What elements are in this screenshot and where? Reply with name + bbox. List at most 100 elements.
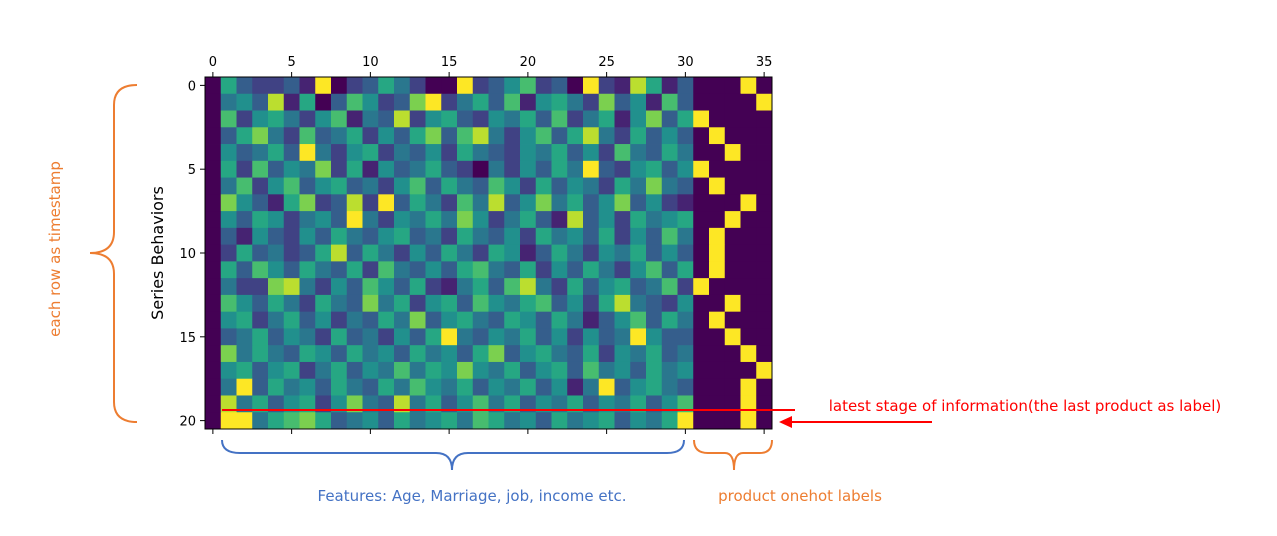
heatmap-cell xyxy=(268,177,285,195)
heatmap-cell xyxy=(394,361,411,380)
heatmap-cell xyxy=(724,395,741,413)
heatmap-cell xyxy=(299,244,316,262)
heatmap-cell xyxy=(709,328,726,346)
heatmap-cell xyxy=(394,227,411,246)
heatmap-cell xyxy=(614,261,631,279)
heatmap-cell xyxy=(567,278,584,296)
heatmap-cell xyxy=(268,194,285,212)
heatmap-cell xyxy=(583,278,600,296)
heatmap-cell xyxy=(220,144,237,162)
heatmap-cell xyxy=(740,93,757,111)
heatmap-cell xyxy=(472,110,489,128)
heatmap-cell xyxy=(551,227,568,246)
heatmap-cell xyxy=(315,311,332,329)
heatmap-cell xyxy=(598,127,615,145)
heatmap-cell xyxy=(299,395,316,413)
heatmap-cell xyxy=(520,93,537,111)
heatmap-cell xyxy=(630,227,647,246)
heatmap-cell xyxy=(362,244,379,262)
latest-stage-arrowhead xyxy=(779,416,792,428)
heatmap-cell xyxy=(614,110,631,128)
heatmap-cell xyxy=(283,395,300,413)
latest-stage-label: latest stage of information(the last pro… xyxy=(829,397,1222,415)
heatmap-cell xyxy=(457,361,474,380)
heatmap-cell xyxy=(614,77,631,95)
heatmap-cell xyxy=(756,345,773,363)
heatmap-cell xyxy=(630,160,647,178)
heatmap-cell xyxy=(315,160,332,178)
heatmap-cell xyxy=(504,244,521,262)
heatmap-cell xyxy=(425,261,442,279)
heatmap-cell xyxy=(205,127,222,145)
heatmap-cell xyxy=(394,278,411,296)
heatmap-cell xyxy=(362,278,379,296)
heatmap-cell xyxy=(394,93,411,111)
heatmap-cell xyxy=(236,294,253,313)
heatmap-cell xyxy=(551,294,568,313)
heatmap-cell xyxy=(236,211,253,229)
heatmap-cell xyxy=(220,412,237,430)
heatmap-cell xyxy=(283,194,300,212)
y-ticks: 0 5 10 15 20 xyxy=(179,79,205,430)
heatmap-cell xyxy=(331,144,348,162)
heatmap-cell xyxy=(551,378,568,396)
heatmap-cell xyxy=(488,77,505,95)
heatmap-cell xyxy=(346,227,363,246)
heatmap-cell xyxy=(457,412,474,430)
labels-brace xyxy=(693,439,773,471)
heatmap-cell xyxy=(283,361,300,380)
x-tick-label: 5 xyxy=(287,55,295,70)
heatmap-cell xyxy=(268,361,285,380)
heatmap-cell xyxy=(646,110,663,128)
heatmap-cell xyxy=(457,261,474,279)
heatmap-cell xyxy=(740,244,757,262)
heatmap-cell xyxy=(693,261,710,279)
heatmap-cell xyxy=(677,412,694,430)
heatmap-cell xyxy=(693,211,710,229)
heatmap-cell xyxy=(709,160,726,178)
heatmap-cell xyxy=(268,311,285,329)
heatmap-cell xyxy=(236,278,253,296)
heatmap-cell xyxy=(205,378,222,396)
heatmap-cell xyxy=(677,177,694,195)
heatmap-cell xyxy=(220,93,237,111)
heatmap-cell xyxy=(283,261,300,279)
heatmap-cell xyxy=(378,361,395,380)
heatmap-cell xyxy=(677,328,694,346)
heatmap-cell xyxy=(346,194,363,212)
heatmap-cell xyxy=(504,361,521,380)
heatmap-cell xyxy=(614,194,631,212)
heatmap-cell xyxy=(504,294,521,313)
heatmap-cell xyxy=(567,77,584,95)
heatmap-cell xyxy=(252,244,269,262)
heatmap-cell xyxy=(535,127,552,145)
heatmap-cell xyxy=(614,93,631,111)
heatmap-cell xyxy=(457,127,474,145)
heatmap-cell xyxy=(378,395,395,413)
heatmap-cell xyxy=(504,144,521,162)
heatmap-cell xyxy=(677,227,694,246)
heatmap-cell xyxy=(693,328,710,346)
heatmap-cell xyxy=(646,345,663,363)
heatmap-cell xyxy=(520,144,537,162)
heatmap-cell xyxy=(661,328,678,346)
heatmap-cell xyxy=(331,177,348,195)
heatmap-cell xyxy=(709,261,726,279)
heatmap-cell xyxy=(677,144,694,162)
heatmap-cell xyxy=(551,127,568,145)
heatmap-cell xyxy=(709,361,726,380)
heatmap-cell xyxy=(315,412,332,430)
heatmap-cell xyxy=(646,194,663,212)
heatmap-cell xyxy=(724,278,741,296)
heatmap-cell xyxy=(220,227,237,246)
heatmap-cell xyxy=(583,244,600,262)
heatmap-cell xyxy=(252,160,269,178)
heatmap-cell xyxy=(315,110,332,128)
heatmap-cell xyxy=(740,395,757,413)
heatmap-cell xyxy=(630,361,647,380)
heatmap-cell xyxy=(425,395,442,413)
heatmap-cell xyxy=(441,278,458,296)
heatmap-cell xyxy=(252,311,269,329)
heatmap-cell xyxy=(236,144,253,162)
heatmap-cell xyxy=(709,211,726,229)
